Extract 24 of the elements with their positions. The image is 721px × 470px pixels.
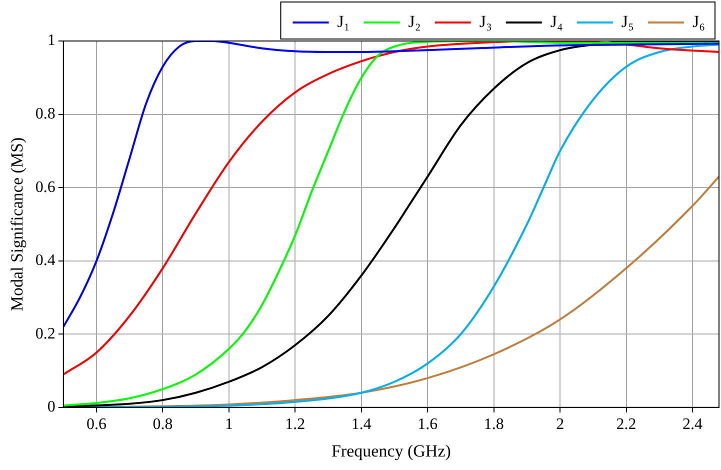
legend-label: J₃ xyxy=(479,12,492,31)
x-tick-label: 1.8 xyxy=(484,416,504,434)
x-tick-label: 2.2 xyxy=(616,416,636,434)
legend-label: J₁ xyxy=(337,12,350,31)
y-tick-label: 0.6 xyxy=(35,178,56,196)
x-tick-label: 0.8 xyxy=(152,416,173,434)
x-tick-label: 0.6 xyxy=(86,416,107,434)
y-tick-label: 0 xyxy=(47,398,56,416)
y-tick-label: 1 xyxy=(47,32,56,50)
x-tick-label: 1.2 xyxy=(285,416,306,434)
x-tick-label: 2 xyxy=(556,416,564,434)
y-tick-label: 0.2 xyxy=(35,325,56,342)
legend-label: J₂ xyxy=(408,12,421,31)
y-tick-label: 0.4 xyxy=(35,252,56,270)
x-tick-label: 2.4 xyxy=(682,416,703,434)
y-axis-title: Modal Significance (MS) xyxy=(8,137,27,312)
x-tick-label: 1.4 xyxy=(351,416,372,434)
legend-label: J₅ xyxy=(621,12,634,31)
legend-label: J₆ xyxy=(692,12,706,31)
x-tick-label: 1 xyxy=(224,416,233,434)
y-tick-label: 0.8 xyxy=(35,105,56,122)
x-axis-title: Frequency (GHz) xyxy=(331,441,451,460)
x-tick-label: 1.6 xyxy=(418,416,438,434)
legend-label: J₄ xyxy=(550,12,563,31)
